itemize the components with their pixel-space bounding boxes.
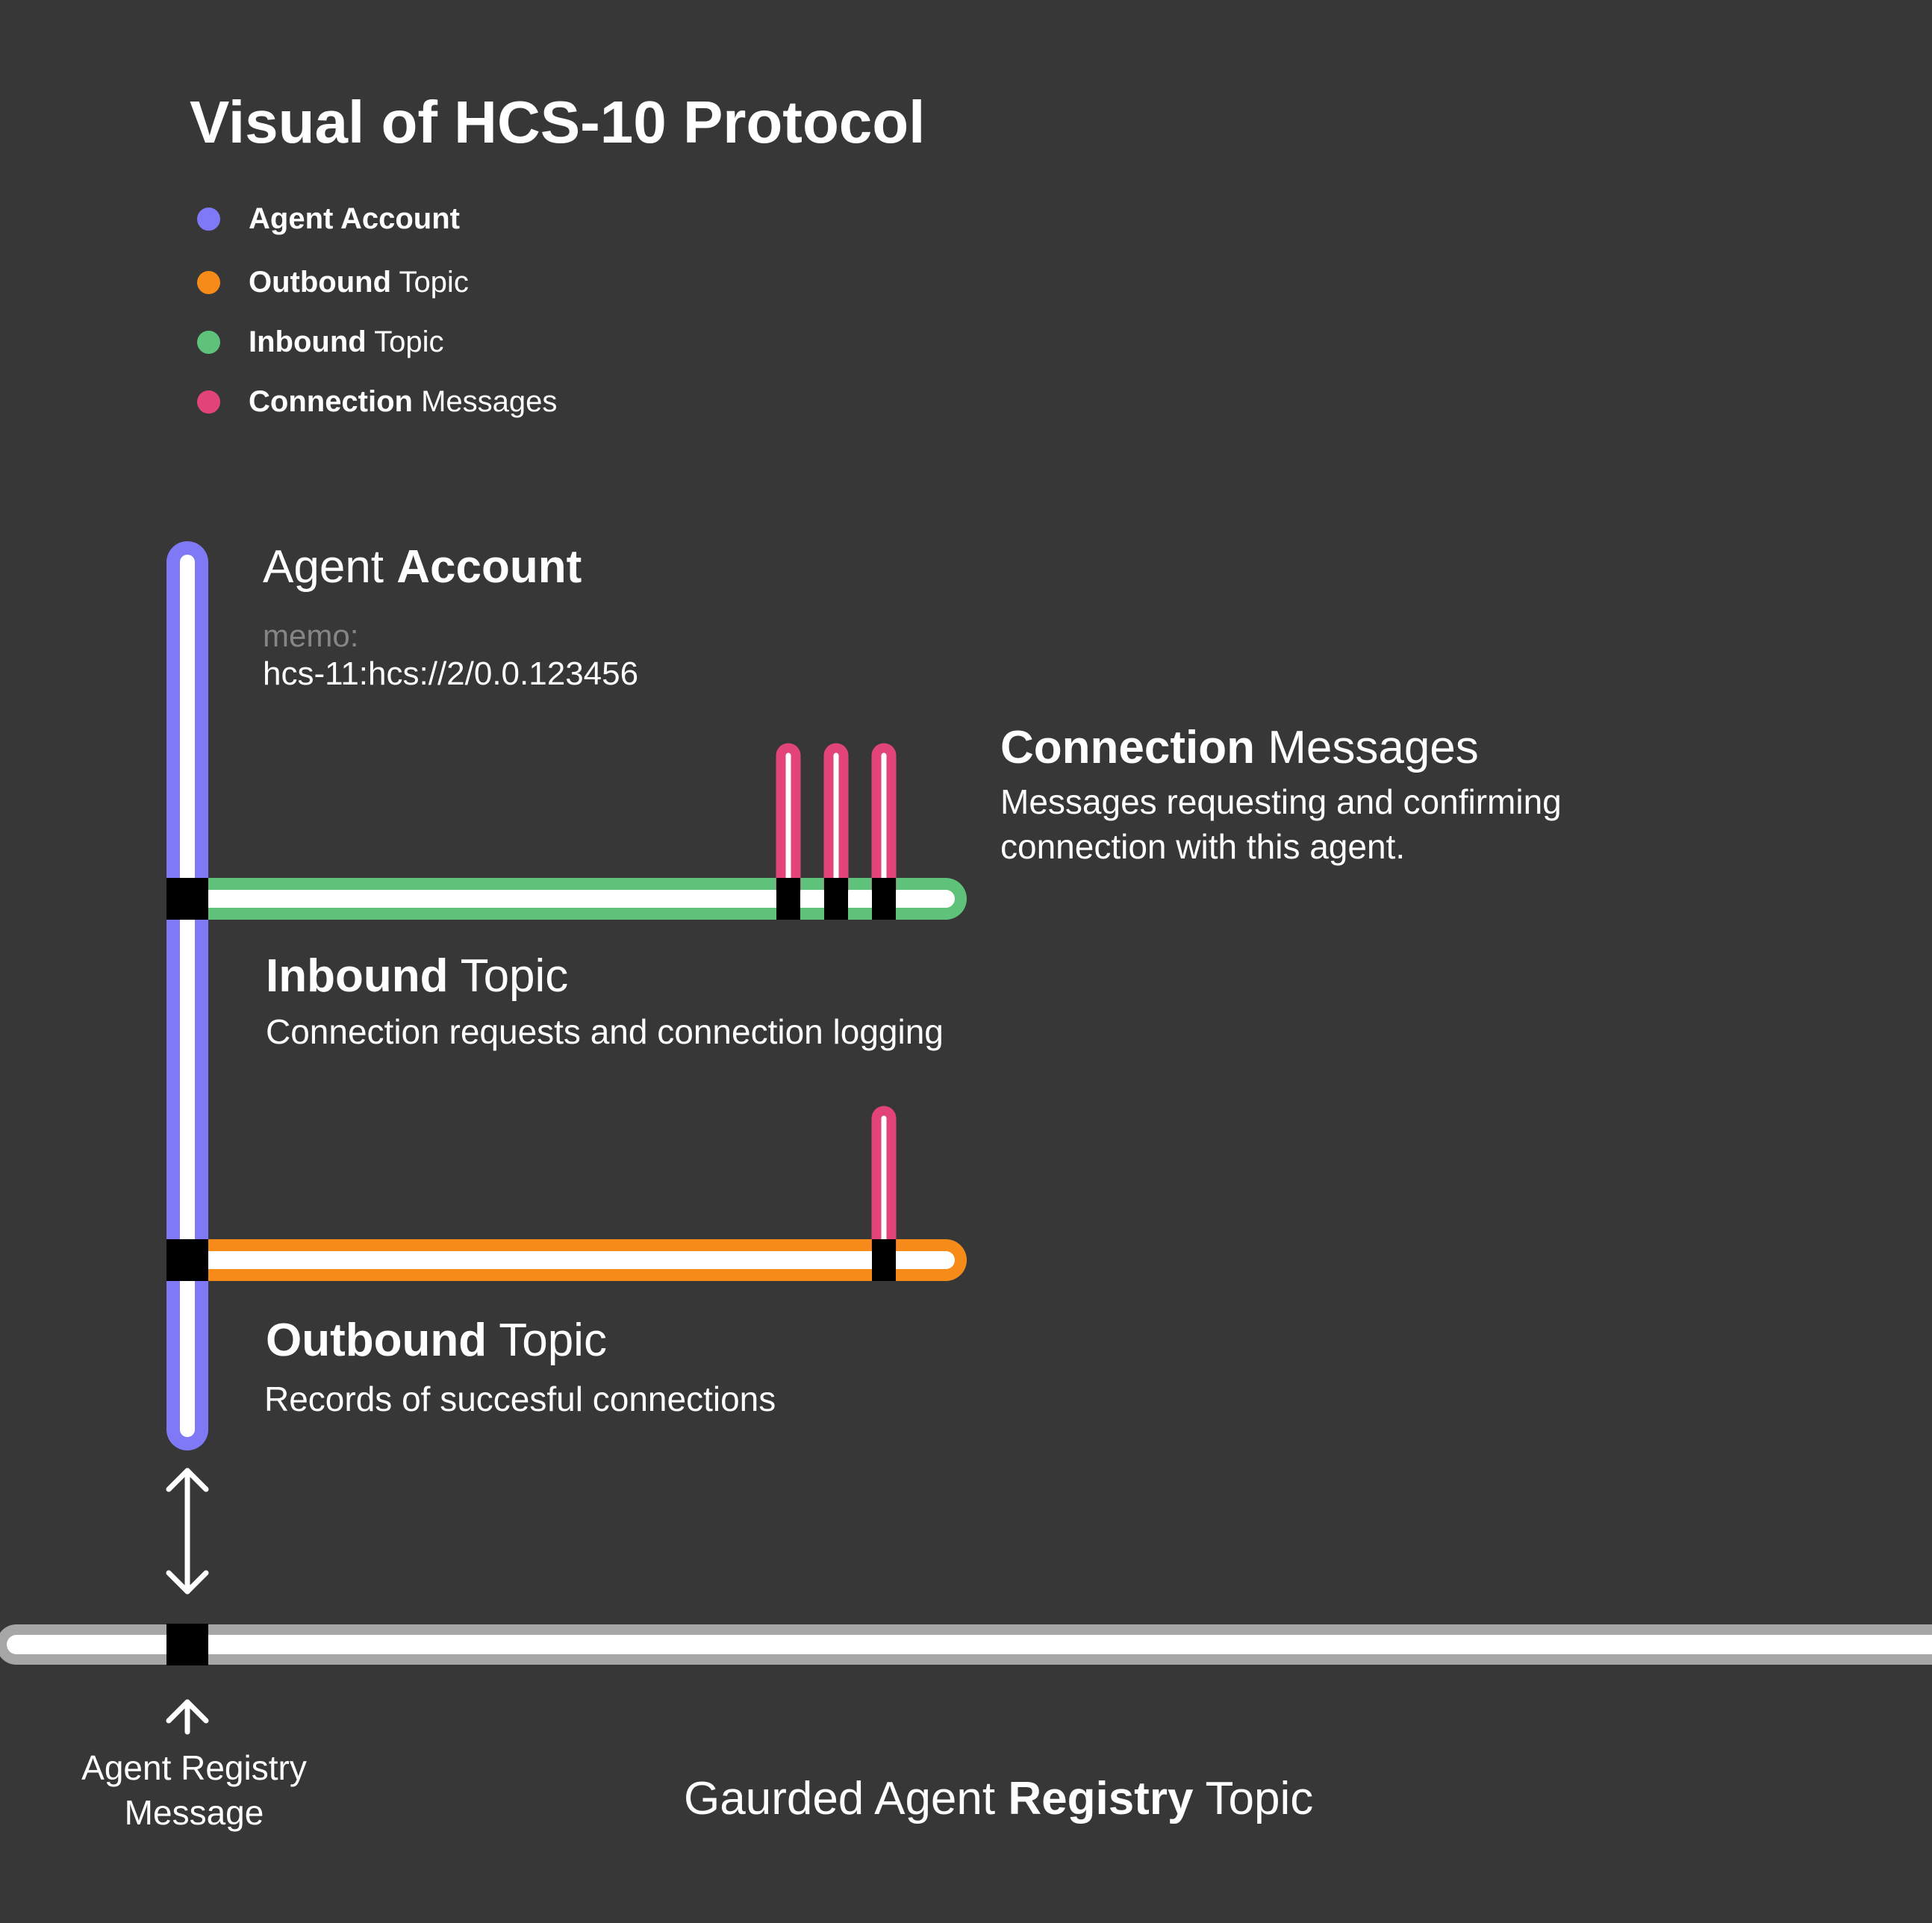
outbound-topic-heading-bold: Outbound <box>266 1315 487 1366</box>
connection-messages-description-line2: connection with this agent. <box>1000 827 1406 866</box>
connection-messages-heading: Connection Messages <box>1000 721 1479 774</box>
bidirectional-arrow-icon <box>166 1468 209 1595</box>
outbound-topic-heading-regular: Topic <box>487 1315 607 1366</box>
inbound-message-marker-2 <box>824 878 848 920</box>
legend-label-regular: Topic <box>391 265 469 299</box>
inbound-message-marker-1 <box>776 878 800 920</box>
outbound-junction-marker <box>166 1239 208 1281</box>
inbound-message-marker-3 <box>872 878 896 920</box>
registry-junction-marker <box>166 1624 208 1665</box>
legend-label-bold: Inbound <box>249 325 367 358</box>
legend-label-bold: Outbound <box>249 265 392 299</box>
registry-topic-label: Gaurded Agent Registry Topic <box>684 1772 1313 1825</box>
legend-label-regular: Messages <box>412 384 558 418</box>
agent-registry-message-label-line1: Agent Registry <box>81 1748 307 1787</box>
legend-item-connection-messages: Connection Messages <box>197 379 557 424</box>
outbound-topic-dot-icon <box>197 270 220 294</box>
registry-topic-bold: Registry <box>1008 1773 1194 1824</box>
connection-messages-dot-icon <box>197 390 220 414</box>
inbound-topic-heading-bold: Inbound <box>266 950 449 1002</box>
inbound-topic-description: Connection requests and connection loggi… <box>266 1012 944 1051</box>
outbound-topic-description: Records of succesful connections <box>264 1380 776 1418</box>
inbound-topic-heading-regular: Topic <box>448 950 569 1002</box>
connection-messages-heading-regular: Messages <box>1254 722 1479 773</box>
outbound-message-marker-1 <box>872 1239 896 1281</box>
memo-label: memo: <box>263 618 359 653</box>
inbound-topic-dot-icon <box>197 330 220 354</box>
connection-messages-description-line1: Messages requesting and confirming <box>1000 782 1562 821</box>
legend-item-agent-account: Agent Account <box>197 196 460 241</box>
inbound-topic-heading: Inbound Topic <box>266 950 568 1003</box>
legend-label-regular: Topic <box>366 325 444 358</box>
agent-account-heading-regular: Agent <box>263 541 397 593</box>
connection-messages-heading-bold: Connection <box>1000 722 1255 773</box>
legend-item-outbound-topic: Outbound Topic <box>197 260 469 305</box>
page-title: Visual of HCS-10 Protocol <box>190 89 926 155</box>
agent-account-heading-bold: Account <box>396 541 582 593</box>
agent-account-dot-icon <box>197 207 220 231</box>
legend-label-bold: Agent Account <box>249 202 460 235</box>
memo-value: hcs-11:hcs://2/0.0.123456 <box>263 655 639 692</box>
legend-label-bold: Connection <box>249 384 413 418</box>
agent-registry-message-label-line2: Message <box>124 1793 264 1832</box>
up-arrow-icon <box>166 1699 209 1735</box>
outbound-topic-heading: Outbound Topic <box>266 1314 607 1367</box>
inbound-junction-marker <box>166 878 208 920</box>
agent-account-heading: Agent Account <box>263 540 582 593</box>
registry-topic-prefix: Gaurded Agent <box>684 1773 1009 1824</box>
legend-item-inbound-topic: Inbound Topic <box>197 320 444 364</box>
registry-topic-suffix: Topic <box>1193 1773 1314 1824</box>
